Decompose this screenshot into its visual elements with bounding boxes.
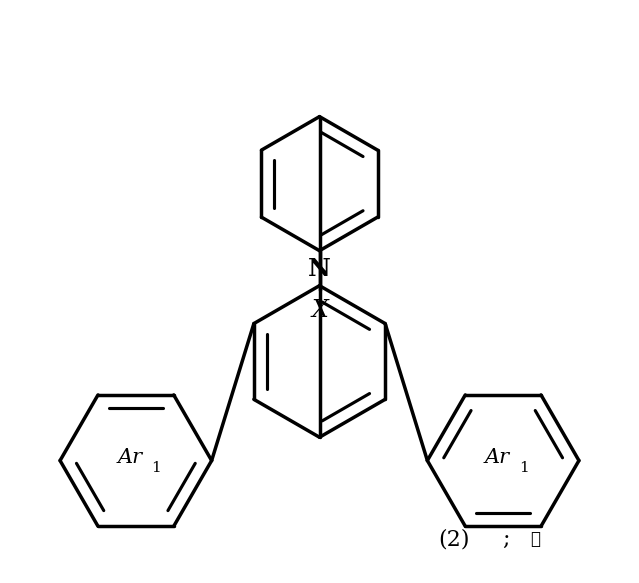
Text: Ar: Ar [118, 448, 142, 467]
Text: Ar: Ar [485, 448, 510, 467]
Text: 1: 1 [151, 461, 161, 475]
Text: N: N [308, 257, 331, 281]
Text: ;: ; [502, 528, 510, 550]
Text: 1: 1 [519, 461, 528, 475]
Text: (2): (2) [438, 528, 469, 550]
Text: 。: 。 [530, 531, 540, 548]
Text: X: X [311, 299, 328, 322]
